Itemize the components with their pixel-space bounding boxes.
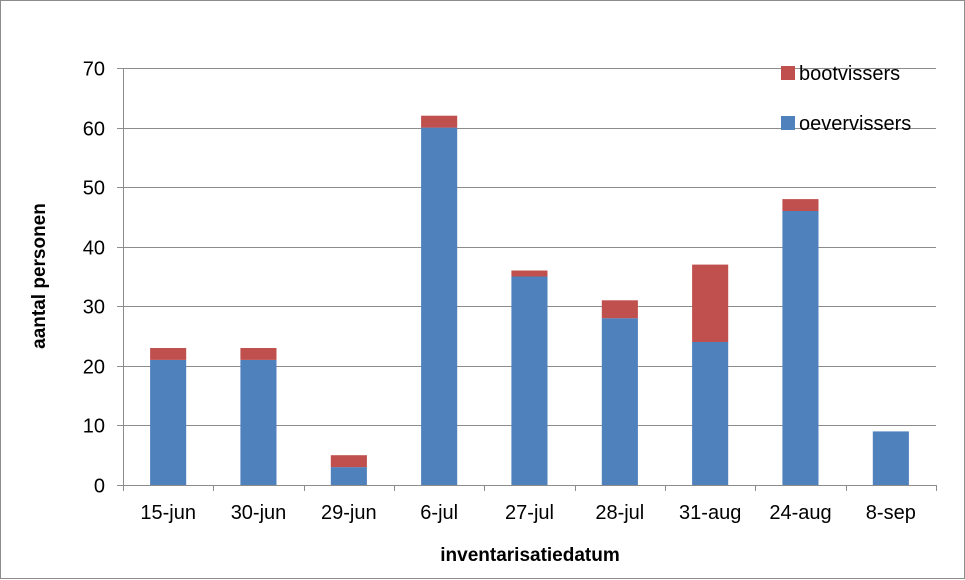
bar-bootvissers-15-jun [150, 348, 187, 360]
y-tick-label: 40 [83, 238, 105, 260]
bar-bootvissers-27-jul [511, 270, 548, 277]
bar-oevervissers-27-jul [511, 276, 548, 485]
bars [150, 115, 909, 485]
x-axis-title: inventarisatiedatum [440, 545, 620, 566]
bar-oevervissers-28-jul [601, 318, 638, 485]
y-axis-title: aantal personen [29, 203, 50, 349]
bar-bootvissers-6-jul [421, 115, 458, 128]
legend-label-oevervissers: oevervissers [799, 113, 911, 135]
y-tick-label: 50 [83, 178, 105, 200]
bar-oevervissers-31-aug [692, 342, 729, 485]
bar-bootvissers-31-aug [692, 264, 729, 342]
bar-bootvissers-28-jul [601, 300, 638, 319]
y-tick-label: 0 [94, 476, 105, 498]
bar-oevervissers-8-sep [872, 431, 909, 485]
x-tick-label: 6-jul [420, 502, 458, 524]
y-tick-label: 30 [83, 297, 105, 319]
legend-swatch-oevervissers [781, 116, 795, 130]
x-tick-label: 30-jun [231, 502, 287, 524]
y-tick-label: 70 [83, 59, 105, 81]
bar-oevervissers-6-jul [421, 127, 458, 485]
y-tick-label: 20 [83, 357, 105, 379]
bar-oevervissers-15-jun [150, 359, 187, 485]
y-tick-label: 10 [83, 416, 105, 438]
x-tick-label: 31-aug [679, 502, 741, 524]
x-tick-label: 24-aug [769, 502, 831, 524]
bar-bootvissers-29-jun [330, 455, 367, 468]
x-tick-label: 28-jul [595, 502, 644, 524]
bar-oevervissers-24-aug [782, 211, 819, 485]
x-tick-labels: 15-jun 30-jun 29-jun 6-jul 27-jul 28-jul 31-au… [140, 502, 915, 524]
y-tick-labels: 0 10 20 30 40 50 60 70 [83, 59, 105, 498]
legend: bootvissers oevervissers [781, 63, 911, 135]
x-tick-label: 15-jun [140, 502, 196, 524]
bar-bootvissers-30-jun [240, 348, 277, 360]
x-tick-label: 29-jun [321, 502, 377, 524]
legend-label-bootvissers: bootvissers [799, 63, 900, 85]
bar-oevervissers-29-jun [330, 467, 367, 485]
x-tick-label: 8-sep [866, 502, 916, 524]
legend-swatch-bootvissers [781, 66, 795, 80]
y-tick-label: 60 [83, 119, 105, 141]
x-tick-label: 27-jul [505, 502, 554, 524]
bar-oevervissers-30-jun [240, 359, 277, 485]
bar-bootvissers-24-aug [782, 199, 819, 211]
axes [117, 68, 937, 491]
